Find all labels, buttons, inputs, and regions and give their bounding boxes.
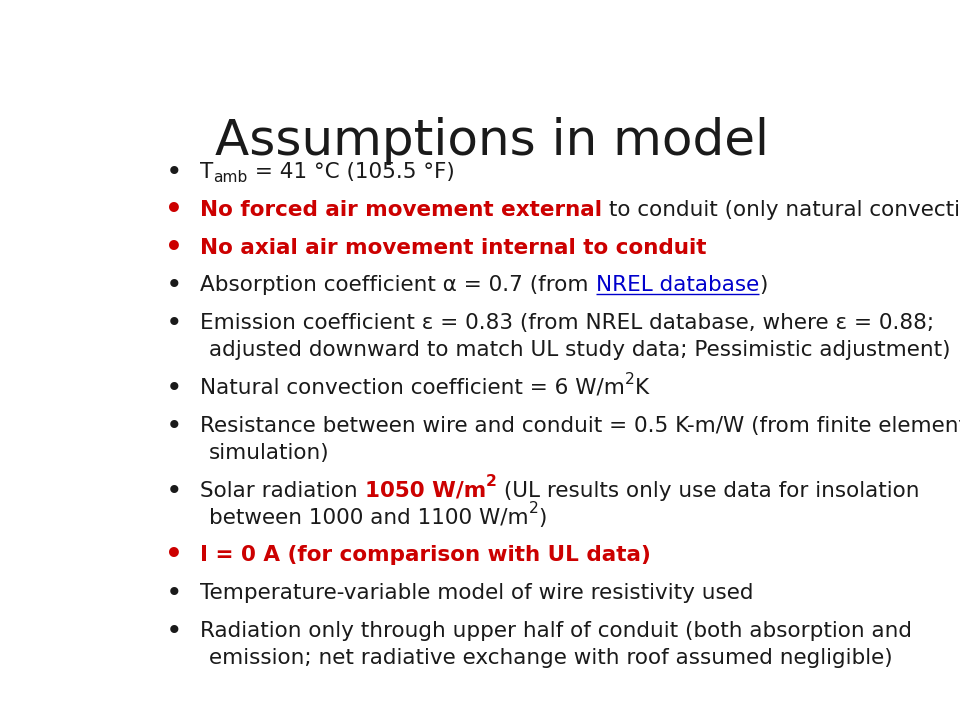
Text: •: • <box>164 234 182 262</box>
Text: •: • <box>165 617 181 644</box>
Text: Assumptions in model: Assumptions in model <box>215 117 769 165</box>
Text: amb: amb <box>214 171 248 185</box>
Text: between 1000 and 1100 W/m: between 1000 and 1100 W/m <box>209 508 529 528</box>
Text: No forced air movement external: No forced air movement external <box>201 200 602 220</box>
Text: simulation): simulation) <box>209 443 330 463</box>
Text: ): ) <box>539 508 547 528</box>
Text: (UL results only use data for insolation: (UL results only use data for insolation <box>497 480 920 500</box>
Text: Natural convection coefficient = 6 W/m: Natural convection coefficient = 6 W/m <box>201 378 625 398</box>
Text: adjusted downward to match UL study data; Pessimistic adjustment): adjusted downward to match UL study data… <box>209 341 950 360</box>
Text: T: T <box>201 162 214 182</box>
Text: I = 0 A (for comparison with UL data): I = 0 A (for comparison with UL data) <box>201 545 651 565</box>
Text: •: • <box>165 579 181 607</box>
Text: K: K <box>635 378 649 398</box>
Text: to conduit (only natural convection): to conduit (only natural convection) <box>602 200 960 220</box>
Text: •: • <box>165 374 181 402</box>
Text: 2: 2 <box>529 501 539 516</box>
Text: No axial air movement internal to conduit: No axial air movement internal to condui… <box>201 238 707 258</box>
Text: •: • <box>165 158 181 186</box>
Text: •: • <box>165 271 181 300</box>
Text: Temperature-variable model of wire resistivity used: Temperature-variable model of wire resis… <box>201 583 754 603</box>
Text: •: • <box>164 196 182 224</box>
Text: ): ) <box>759 276 767 295</box>
Text: Radiation only through upper half of conduit (both absorption and: Radiation only through upper half of con… <box>201 621 912 641</box>
Text: NREL database: NREL database <box>596 276 759 295</box>
Text: 1050 W/m: 1050 W/m <box>365 480 486 500</box>
Text: •: • <box>165 309 181 337</box>
Text: Resistance between wire and conduit = 0.5 K-m/W (from finite element: Resistance between wire and conduit = 0.… <box>201 415 960 436</box>
Text: •: • <box>165 477 181 505</box>
Text: Absorption coefficient α = 0.7 (from: Absorption coefficient α = 0.7 (from <box>201 276 596 295</box>
Text: emission; net radiative exchange with roof assumed negligible): emission; net radiative exchange with ro… <box>209 648 893 668</box>
Text: Emission coefficient ε = 0.83 (from NREL database, where ε = 0.88;: Emission coefficient ε = 0.83 (from NREL… <box>201 313 934 333</box>
Text: Solar radiation: Solar radiation <box>201 480 365 500</box>
Text: 2: 2 <box>486 474 497 489</box>
Text: 2: 2 <box>625 372 635 387</box>
Text: •: • <box>165 412 181 440</box>
Text: = 41 °C (105.5 °F): = 41 °C (105.5 °F) <box>248 162 455 182</box>
Text: •: • <box>164 541 182 570</box>
